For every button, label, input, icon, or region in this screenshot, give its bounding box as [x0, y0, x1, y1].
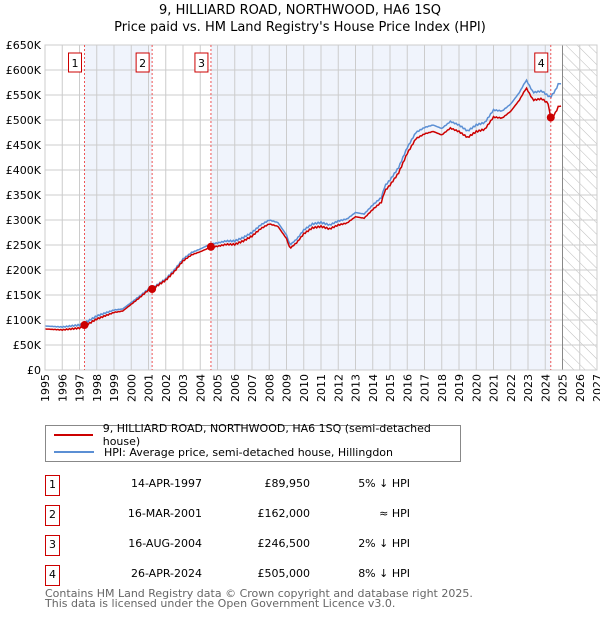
x-tick-label: 2019 — [453, 374, 466, 402]
sale-point — [206, 242, 215, 251]
x-tick-label: 2004 — [194, 374, 207, 402]
hpi-line — [44, 78, 562, 329]
y-tick-label: £450K — [6, 139, 42, 152]
chart-subtitle: Price paid vs. HM Land Registry's House … — [114, 20, 486, 35]
x-tick-label: 2025 — [557, 374, 570, 402]
x-tick-label: 1997 — [74, 374, 87, 402]
sale-label-number: 3 — [198, 57, 205, 70]
x-tick-label: 2012 — [332, 374, 345, 402]
x-tick-label: 2023 — [522, 374, 535, 402]
y-tick-label: £650K — [6, 39, 42, 52]
y-tick-label: £100K — [6, 314, 42, 327]
sale-date: 14-APR-1997 — [130, 477, 202, 490]
sale-number: 4 — [45, 565, 60, 586]
sale-row: 1 14-APR-1997 £89,950 5% ↓ HPI — [45, 475, 445, 497]
x-tick-label: 2011 — [315, 374, 328, 402]
sale-label-number: 1 — [72, 57, 79, 70]
sale-number: 1 — [45, 475, 60, 496]
y-tick-label: £500K — [6, 114, 42, 127]
x-tick-label: 2020 — [470, 374, 483, 402]
y-tick-label: £50K — [13, 339, 42, 352]
legend-label-property: 9, HILLIARD ROAD, NORTHWOOD, HA6 1SQ (se… — [102, 422, 431, 448]
sale-hpi-comparison: 5% ↓ HPI — [358, 477, 410, 490]
footer-line-2: This data is licensed under the Open Gov… — [45, 597, 396, 610]
x-tick-label: 2014 — [367, 374, 380, 402]
sale-number: 3 — [45, 535, 60, 556]
y-tick-label: £550K — [6, 89, 42, 102]
x-tick-label: 2021 — [488, 374, 501, 402]
sale-label-box — [194, 52, 209, 73]
legend-label-hpi: HPI: Average price, semi-detached house,… — [104, 445, 393, 459]
sale-label-box — [135, 52, 150, 73]
shade-band — [210, 45, 551, 370]
x-tick-label: 2016 — [401, 374, 414, 402]
x-tick-label: 2006 — [229, 374, 242, 402]
plot-border — [44, 44, 598, 371]
x-tick-label: 2022 — [505, 374, 518, 402]
x-tick-label: 1995 — [39, 374, 52, 402]
x-tick-label: 2007 — [246, 374, 259, 402]
x-tick-label: 1996 — [56, 374, 69, 402]
y-tick-label: £300K — [6, 214, 42, 227]
sale-label-box — [68, 52, 83, 73]
sale-point — [546, 113, 555, 122]
legend: 9, HILLIARD ROAD, NORTHWOOD, HA6 1SQ (se… — [45, 422, 461, 462]
x-tick-label: 2024 — [539, 374, 552, 402]
x-tick-label: 2026 — [574, 374, 587, 402]
sale-date: 26-APR-2024 — [130, 567, 202, 580]
x-tick-label: 2002 — [160, 374, 173, 402]
y-tick-label: £400K — [6, 164, 42, 177]
sale-price: £246,500 — [257, 537, 311, 550]
sale-label-box — [534, 52, 549, 73]
sale-label-number: 4 — [538, 57, 545, 70]
x-tick-label: 2005 — [212, 374, 225, 402]
legend-swatch-property — [54, 434, 93, 436]
y-tick-label: £0 — [27, 364, 41, 377]
x-tick-label: 2010 — [298, 374, 311, 402]
footer: Contains HM Land Registry data © Crown c… — [45, 587, 473, 610]
x-tick-label: 2017 — [419, 374, 432, 402]
sale-point — [148, 285, 157, 293]
sale-price: £162,000 — [257, 507, 311, 520]
sale-label-number: 2 — [139, 57, 146, 70]
sale-hpi-comparison: ≈ HPI — [379, 507, 410, 520]
x-tick-label: 2009 — [281, 374, 294, 402]
sale-row: 2 16-MAR-2001 £162,000 ≈ HPI — [45, 505, 445, 527]
legend-swatch-hpi — [54, 451, 94, 453]
y-tick-label: £200K — [6, 264, 42, 277]
sale-number: 2 — [45, 505, 60, 526]
sale-hpi-comparison: 2% ↓ HPI — [358, 537, 410, 550]
sale-date: 16-AUG-2004 — [128, 537, 202, 550]
chart-title: 9, HILLIARD ROAD, NORTHWOOD, HA6 1SQ — [159, 3, 441, 18]
x-tick-label: 1999 — [108, 374, 121, 402]
footer-line-1: Contains HM Land Registry data © Crown c… — [45, 587, 473, 600]
x-tick-label: 1998 — [91, 374, 104, 402]
sale-date: 16-MAR-2001 — [127, 507, 202, 520]
sale-row: 3 16-AUG-2004 £246,500 2% ↓ HPI — [45, 535, 445, 557]
x-tick-label: 2001 — [143, 374, 156, 402]
sale-point — [80, 321, 89, 330]
sale-price: £89,950 — [264, 477, 311, 490]
y-tick-label: £150K — [6, 289, 42, 302]
y-tick-label: £350K — [6, 189, 42, 202]
x-tick-label: 2018 — [436, 374, 449, 402]
sale-row: 4 26-APR-2024 £505,000 8% ↓ HPI — [45, 565, 445, 587]
x-tick-label: 2015 — [384, 374, 397, 402]
property-line — [44, 86, 562, 332]
y-tick-label: £250K — [6, 239, 42, 252]
price-chart: 1995 1996 1997 1998 1999 2000 2001 2002 2003 2004… — [6, 39, 600, 402]
x-tick-label: 2013 — [350, 374, 363, 402]
sale-price: £505,000 — [257, 567, 311, 580]
y-tick-label: £600K — [6, 64, 42, 77]
x-tick-label: 2003 — [177, 374, 190, 402]
x-tick-label: 2000 — [125, 374, 138, 402]
sale-hpi-comparison: 8% ↓ HPI — [358, 567, 410, 580]
x-tick-label: 2008 — [263, 374, 276, 402]
x-tick-label: 2027 — [591, 374, 600, 402]
